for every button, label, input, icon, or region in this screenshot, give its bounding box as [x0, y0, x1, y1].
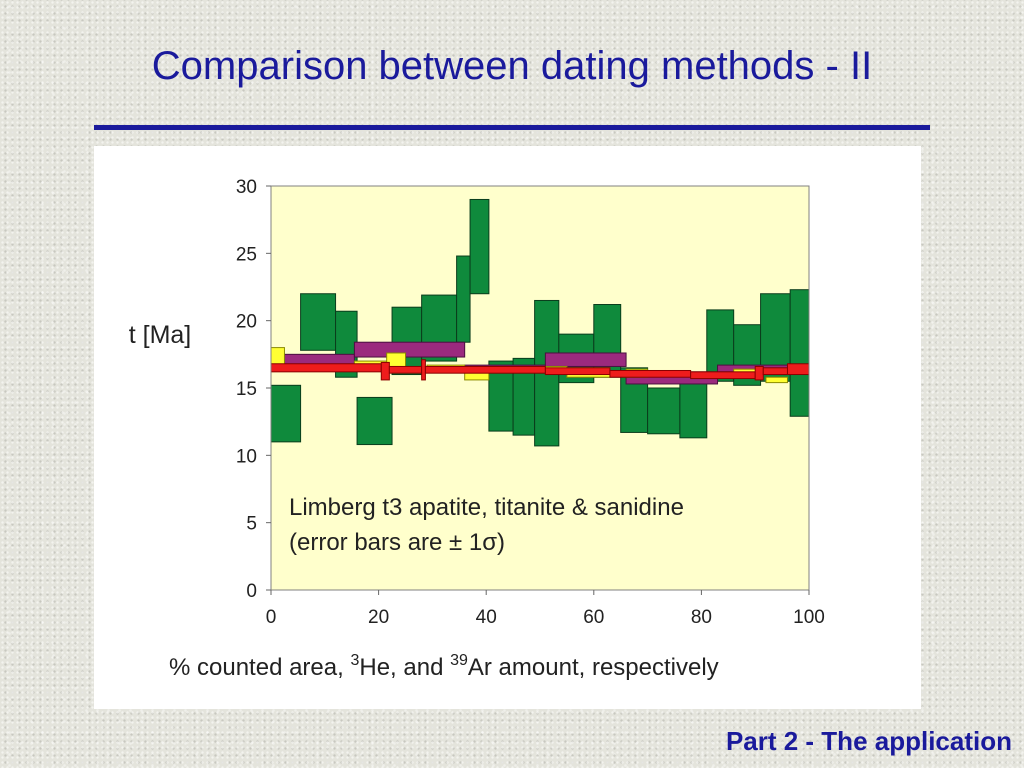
- titanite-box-3: [544, 352, 627, 367]
- footer-section-label: Part 2 - The application: [725, 726, 1012, 756]
- sanidine-step-6: [609, 369, 692, 378]
- apatite-box-14: [647, 387, 681, 435]
- apatite-box-19: [789, 289, 810, 417]
- age-spectrum-chart: 0 5 10 15 20 25 30 0 20 40 60 80 100 t [Ma] Limberg …: [129, 177, 825, 681]
- x-tick-label-100: 100: [793, 607, 825, 628]
- x-tick-label-20: 20: [368, 607, 389, 628]
- y-tick-label-25: 25: [236, 244, 257, 265]
- x-tick-label-80: 80: [691, 607, 712, 628]
- chart-panel: 0 5 10 15 20 25 30 0 20 40 60 80 100 t [Ma] Limberg …: [94, 146, 921, 709]
- y-tick-label-30: 30: [236, 177, 257, 198]
- x-axis-label-superscript-2: 39: [450, 652, 468, 669]
- y-tick-label-0: 0: [246, 581, 257, 602]
- apatite-box-1: [300, 293, 337, 351]
- sanidine-step-9: [762, 367, 788, 376]
- sanidine-step-1: [380, 361, 390, 381]
- titanite-box-1: [353, 341, 466, 358]
- title-underline: [94, 125, 930, 130]
- x-axis-label-superscript-1: 3: [350, 652, 359, 669]
- sanidine-step-10: [786, 363, 810, 376]
- sanidine-step-3: [421, 359, 426, 381]
- apatite-box-15: [679, 382, 708, 439]
- y-axis-label: t [Ma]: [129, 321, 192, 349]
- x-axis-label-part-3: Ar amount, respectively: [468, 654, 719, 681]
- x-axis-label-part-1: % counted area,: [169, 654, 350, 681]
- x-axis-label: % counted area, 3He, and 39Ar amount, re…: [169, 652, 719, 681]
- sanidine-box-9: [765, 376, 788, 384]
- sanidine-step-2: [388, 365, 423, 374]
- annotation-line-2: (error bars are ± 1σ): [289, 529, 505, 556]
- y-tick-label-15: 15: [236, 379, 257, 400]
- sanidine-step-4: [424, 365, 546, 374]
- slide-title: Comparison between dating methods - II: [151, 44, 873, 88]
- apatite-box-6: [456, 255, 471, 343]
- x-tick-label-60: 60: [583, 607, 604, 628]
- apatite-box-7: [469, 198, 490, 295]
- sanidine-step-8: [754, 365, 764, 381]
- y-tick-label-5: 5: [246, 514, 257, 535]
- sanidine-step-7: [690, 371, 756, 380]
- sanidine-step-0: [270, 363, 382, 373]
- y-tick-label-20: 20: [236, 312, 257, 333]
- annotation-line-1: Limberg t3 apatite, titanite & sanidine: [289, 494, 684, 521]
- x-tick-label-40: 40: [476, 607, 497, 628]
- sanidine-step-5: [544, 367, 611, 376]
- y-tick-label-10: 10: [236, 446, 257, 467]
- x-tick-label-0: 0: [266, 607, 277, 628]
- x-axis-label-part-2: He, and: [359, 654, 450, 681]
- apatite-box-0: [270, 384, 302, 443]
- apatite-box-3: [356, 396, 393, 446]
